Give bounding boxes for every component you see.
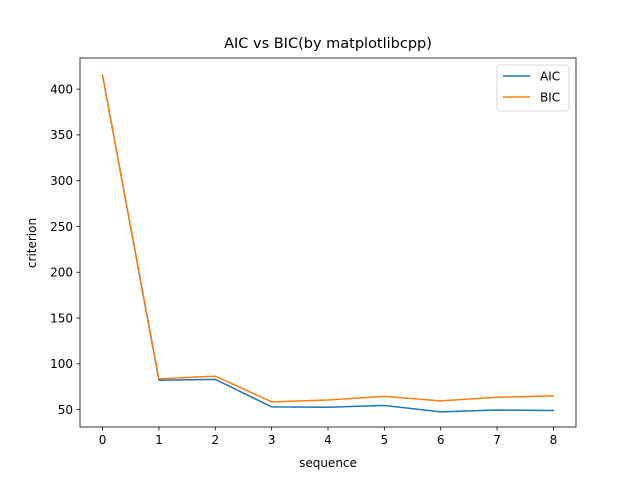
y-tick-label: 250 xyxy=(50,220,73,234)
y-tick-label: 150 xyxy=(50,311,73,325)
y-tick-label: 50 xyxy=(58,403,73,417)
y-tick-label: 200 xyxy=(50,266,73,280)
axis-ticks: 0 1 2 3 4 5 6 7 8 50 100 150 200 250 300 350 400 xyxy=(50,82,557,447)
plot-area xyxy=(101,74,555,413)
y-tick-label: 300 xyxy=(50,174,73,188)
x-tick-label: 0 xyxy=(99,433,107,447)
x-tick-label: 8 xyxy=(550,433,558,447)
x-tick-label: 6 xyxy=(437,433,445,447)
y-axis-label: criterion xyxy=(25,218,39,268)
axes-frame xyxy=(79,57,577,428)
chart-title: AIC vs BIC(by matplotlibcpp) xyxy=(224,36,432,52)
x-axis-label: sequence xyxy=(299,456,357,470)
x-tick-label: 4 xyxy=(324,433,332,447)
x-tick-label: 1 xyxy=(155,433,163,447)
x-tick-label: 7 xyxy=(493,433,501,447)
legend: AIC BIC xyxy=(496,64,570,112)
y-tick-label: 100 xyxy=(50,357,73,371)
x-tick-label: 2 xyxy=(211,433,219,447)
series-line-aic xyxy=(101,74,555,413)
x-tick-label: 3 xyxy=(268,433,276,447)
legend-label-bic: BIC xyxy=(540,90,560,104)
y-tick-label: 400 xyxy=(50,82,73,96)
x-tick-label: 5 xyxy=(381,433,389,447)
series-line-bic xyxy=(101,74,555,403)
legend-label-aic: AIC xyxy=(540,69,560,83)
y-tick-label: 350 xyxy=(50,128,73,142)
